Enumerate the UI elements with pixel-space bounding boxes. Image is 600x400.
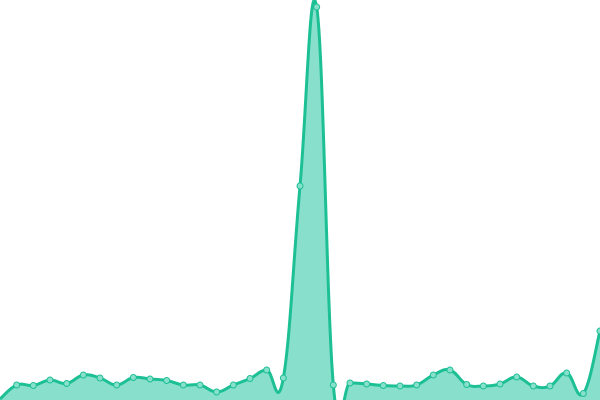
data-point: [46, 376, 54, 384]
data-point: [463, 381, 471, 388]
data-point: [446, 366, 454, 374]
data-point: [513, 373, 521, 381]
data-point: [113, 381, 121, 389]
data-point: [329, 381, 337, 389]
data-point: [296, 182, 304, 190]
data-point: [496, 380, 504, 388]
data-point: [429, 371, 437, 379]
data-point: [313, 3, 321, 11]
data-point: [346, 379, 354, 387]
data-point: [213, 388, 221, 396]
data-point: [63, 380, 71, 387]
data-point: [263, 366, 271, 374]
data-points: [13, 3, 600, 397]
data-point: [246, 375, 254, 382]
data-point: [379, 382, 387, 389]
data-point: [479, 382, 487, 390]
data-point: [79, 371, 87, 379]
data-point: [529, 382, 537, 390]
data-point: [596, 327, 600, 335]
data-point: [396, 382, 404, 390]
data-point: [363, 380, 371, 388]
data-point: [163, 377, 171, 384]
data-point: [413, 381, 421, 389]
data-point: [96, 374, 104, 382]
data-point: [229, 381, 237, 389]
data-point: [29, 382, 37, 389]
data-point: [279, 374, 287, 382]
data-point: [129, 374, 137, 381]
data-point: [563, 369, 571, 377]
data-point: [546, 382, 554, 390]
data-point: [13, 381, 21, 389]
data-point: [179, 381, 187, 389]
data-point: [196, 381, 204, 389]
data-point: [579, 390, 587, 397]
data-point: [146, 375, 154, 383]
